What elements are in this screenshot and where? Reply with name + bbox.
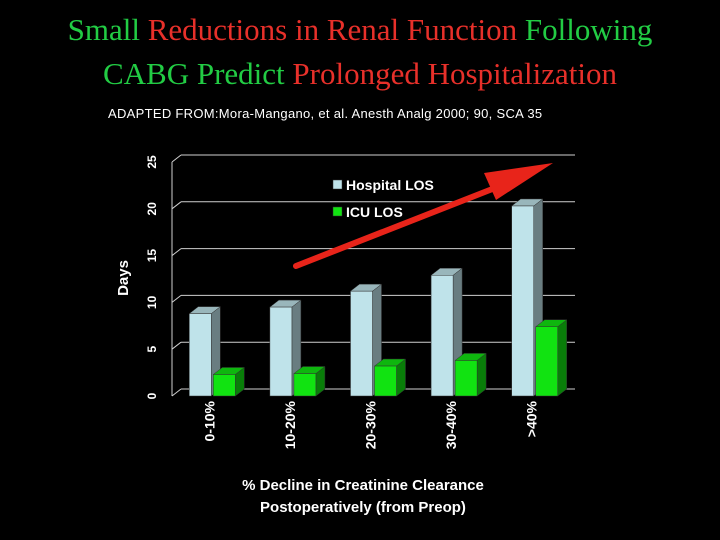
- title-part: CABG Predict: [102, 56, 293, 91]
- y-tick-label: 15: [145, 249, 159, 263]
- source-citation: ADAPTED FROM:Mora-Mangano, et al. Anesth…: [108, 106, 543, 121]
- arrow-head: [484, 163, 553, 200]
- title-part: Following: [524, 12, 653, 47]
- bar-front: [454, 360, 478, 397]
- bar-front: [213, 374, 236, 397]
- x-tick-label: 10-20%: [282, 400, 298, 449]
- y-tick-label: 10: [145, 295, 159, 309]
- gridline-join: [171, 248, 182, 256]
- bar: [188, 306, 222, 397]
- y-tick-label: 0: [145, 392, 159, 399]
- legend-label: Hospital LOS: [346, 177, 434, 193]
- bars: [188, 198, 568, 397]
- bar: [373, 358, 407, 397]
- bar-front: [350, 290, 373, 397]
- bar: [534, 319, 568, 397]
- gridline-join: [171, 154, 182, 163]
- title-line-1: Small Reductions in Renal Function Follo…: [0, 8, 720, 52]
- x-axis: 0-10% 10-20% 20-30% 30-40% >40%: [201, 400, 539, 449]
- slide-title: Small Reductions in Renal Function Follo…: [0, 8, 720, 96]
- title-part: Reductions in Renal Function: [147, 12, 525, 47]
- bar-front: [374, 365, 397, 397]
- gridline-join: [171, 341, 182, 350]
- title-line-2: CABG Predict Prolonged Hospitalization: [0, 52, 720, 96]
- x-axis-title: % Decline in Creatinine Clearance: [242, 477, 484, 494]
- gridline-join: [171, 388, 182, 397]
- y-axis: 0 5 10 15 20 25 Days: [115, 155, 173, 399]
- gridline-join: [171, 295, 182, 303]
- gridline-join: [171, 201, 182, 210]
- bar-side: [476, 352, 487, 397]
- bar-front: [269, 306, 293, 397]
- bar-front: [430, 275, 454, 397]
- bar: [212, 366, 246, 397]
- bar-front: [189, 313, 212, 397]
- y-tick-label: 5: [145, 346, 159, 353]
- x-axis-subtitle: Postoperatively (from Preop): [260, 499, 466, 516]
- bar-side: [557, 319, 567, 397]
- bar: [293, 366, 326, 397]
- bar-front: [511, 205, 534, 397]
- x-tick-label: 0-10%: [201, 400, 217, 441]
- bar-front: [535, 326, 558, 397]
- x-tick-label: 30-40%: [443, 400, 459, 449]
- legend: Hospital LOS ICU LOS: [332, 177, 434, 220]
- y-tick-label: 25: [145, 155, 159, 169]
- x-tick-label: >40%: [524, 400, 540, 437]
- y-tick-label: 20: [145, 202, 159, 216]
- arrow-shaft: [293, 183, 503, 269]
- title-part: Small: [67, 12, 148, 47]
- legend-swatch: [332, 179, 343, 190]
- legend-swatch: [332, 206, 343, 217]
- bar-front: [293, 373, 317, 397]
- y-axis-title: Days: [115, 260, 132, 296]
- legend-label: ICU LOS: [346, 204, 403, 220]
- x-tick-label: 20-30%: [363, 400, 379, 449]
- trend-arrow: [293, 163, 553, 269]
- bar: [454, 352, 487, 397]
- title-part: Prolonged Hospitalization: [292, 56, 618, 91]
